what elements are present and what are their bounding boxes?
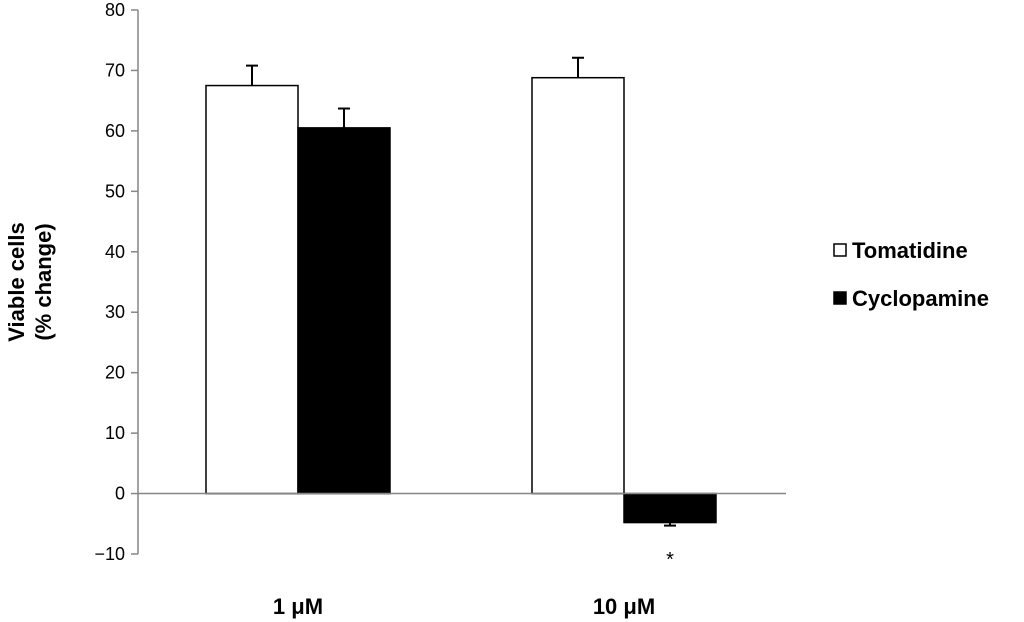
y-tick-label: 50 (105, 181, 125, 201)
legend-label-tomatidine: Tomatidine (852, 238, 968, 263)
y-tick-label: −10 (94, 544, 125, 564)
legend-swatch-tomatidine (833, 243, 847, 257)
y-axis-title-line: Viable cells (4, 222, 29, 341)
x-axis: 1 μM 10 μM (138, 492, 786, 619)
y-tick-label: 30 (105, 302, 125, 322)
y-tick-label: 60 (105, 121, 125, 141)
y-tick-label: 80 (105, 0, 125, 20)
x-category-label: 10 μM (593, 594, 655, 619)
bar-tomatidine-2 (531, 76, 625, 495)
y-tick-label: 40 (105, 242, 125, 262)
y-axis: −10 0 10 20 30 40 50 60 70 80 (94, 0, 139, 564)
legend-label-cyclopamine: Cyclopamine (852, 286, 989, 311)
legend: Tomatidine Cyclopamine (833, 238, 989, 311)
y-tick-label: 20 (105, 363, 125, 383)
significance-marker: * (666, 549, 674, 571)
legend-swatch-cyclopamine (833, 291, 847, 305)
bar-tomatidine-1 (205, 84, 299, 495)
bar-cyclopamine-2 (623, 492, 717, 524)
bar-cyclopamine-1 (297, 127, 391, 495)
y-tick-label: 0 (115, 484, 125, 504)
y-tick-label: 70 (105, 60, 125, 80)
x-category-label: 1 μM (273, 594, 323, 619)
annotations: * (666, 549, 674, 571)
y-axis-label: Viable cells (% change) (4, 222, 56, 341)
y-axis-title-line: (% change) (31, 223, 56, 340)
y-tick-label: 10 (105, 423, 125, 443)
bars (205, 56, 717, 527)
